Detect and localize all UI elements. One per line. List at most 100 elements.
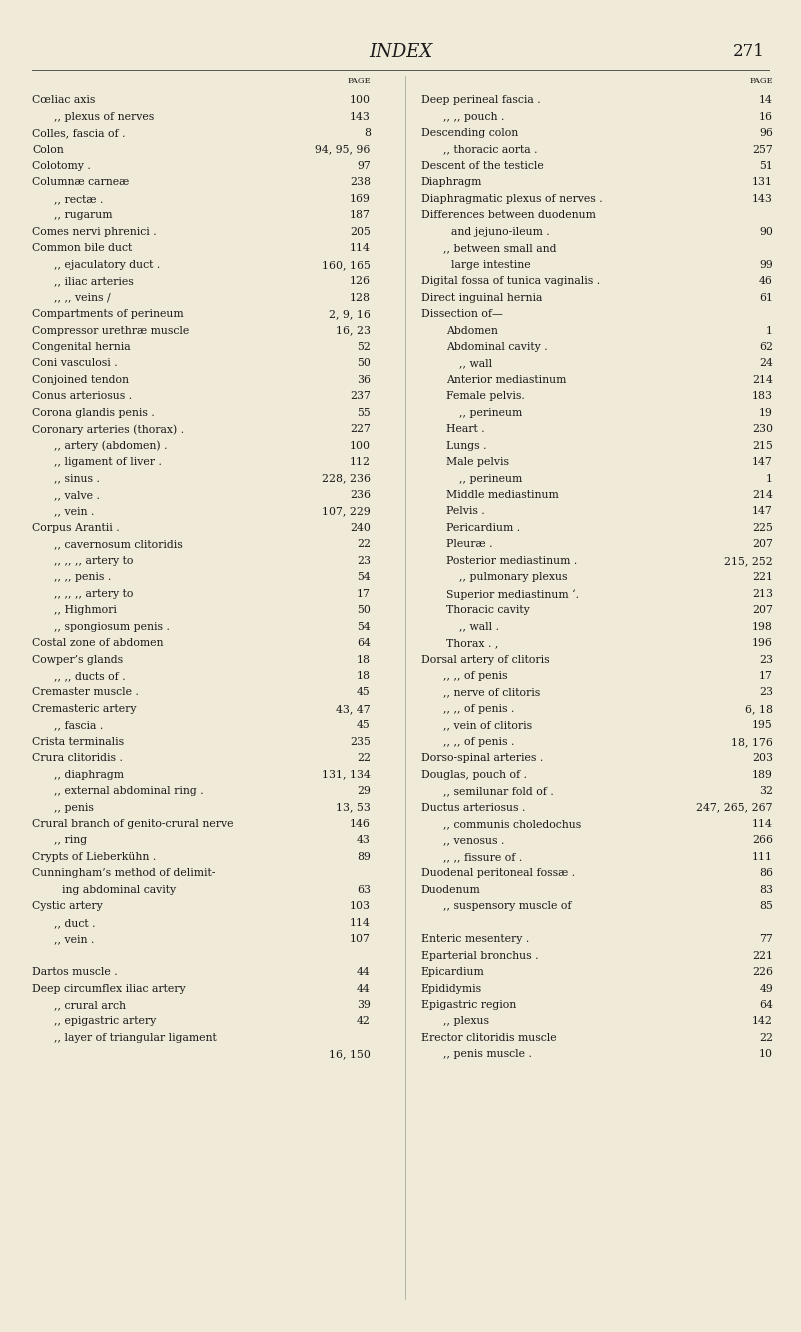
Text: 6, 18: 6, 18 bbox=[745, 703, 773, 714]
Text: 44: 44 bbox=[357, 983, 371, 994]
Text: ,, epigastric artery: ,, epigastric artery bbox=[54, 1016, 157, 1027]
Text: 147: 147 bbox=[752, 506, 773, 517]
Text: 203: 203 bbox=[752, 754, 773, 763]
Text: 195: 195 bbox=[752, 721, 773, 730]
Text: ,, crural arch: ,, crural arch bbox=[54, 1000, 127, 1010]
Text: 97: 97 bbox=[357, 161, 371, 170]
Text: ,, iliac arteries: ,, iliac arteries bbox=[54, 276, 135, 286]
Text: 143: 143 bbox=[752, 194, 773, 204]
Text: ,, ,, of penis .: ,, ,, of penis . bbox=[443, 703, 514, 714]
Text: 45: 45 bbox=[357, 721, 371, 730]
Text: Pleuræ .: Pleuræ . bbox=[446, 539, 493, 549]
Text: Pericardium .: Pericardium . bbox=[446, 523, 521, 533]
Text: Eparterial bronchus .: Eparterial bronchus . bbox=[421, 951, 538, 960]
Text: 36: 36 bbox=[357, 374, 371, 385]
Text: PAGE: PAGE bbox=[347, 77, 371, 85]
Text: Epicardium: Epicardium bbox=[421, 967, 485, 978]
Text: 22: 22 bbox=[357, 539, 371, 549]
Text: 10: 10 bbox=[759, 1050, 773, 1059]
Text: Thorax . ,: Thorax . , bbox=[446, 638, 498, 649]
Text: 86: 86 bbox=[759, 868, 773, 878]
Text: 83: 83 bbox=[759, 884, 773, 895]
Text: ,, plexus: ,, plexus bbox=[443, 1016, 489, 1027]
Text: ,, layer of triangular ligament: ,, layer of triangular ligament bbox=[54, 1032, 217, 1043]
Text: ,, ligament of liver .: ,, ligament of liver . bbox=[54, 457, 163, 468]
Text: ,, suspensory muscle of: ,, suspensory muscle of bbox=[443, 902, 571, 911]
Text: Congenital hernia: Congenital hernia bbox=[32, 342, 131, 352]
Text: ,, ,, veins /: ,, ,, veins / bbox=[54, 293, 111, 302]
Text: Differences between duodenum: Differences between duodenum bbox=[421, 210, 595, 220]
Text: 100: 100 bbox=[350, 441, 371, 450]
Text: 94, 95, 96: 94, 95, 96 bbox=[316, 145, 371, 155]
Text: Posterior mediastinum .: Posterior mediastinum . bbox=[446, 555, 578, 566]
Text: 46: 46 bbox=[759, 276, 773, 286]
Text: 128: 128 bbox=[350, 293, 371, 302]
Text: Colotomy .: Colotomy . bbox=[32, 161, 91, 170]
Text: Erector clitoridis muscle: Erector clitoridis muscle bbox=[421, 1032, 556, 1043]
Text: 43, 47: 43, 47 bbox=[336, 703, 371, 714]
Text: ,, spongiosum penis .: ,, spongiosum penis . bbox=[54, 622, 171, 631]
Text: ,, ,, pouch .: ,, ,, pouch . bbox=[443, 112, 505, 121]
Text: Cunningham’s method of delimit-: Cunningham’s method of delimit- bbox=[32, 868, 215, 878]
Text: 1: 1 bbox=[766, 474, 773, 484]
Text: Enteric mesentery .: Enteric mesentery . bbox=[421, 934, 529, 944]
Text: Anterior mediastinum: Anterior mediastinum bbox=[446, 374, 566, 385]
Text: PAGE: PAGE bbox=[749, 77, 773, 85]
Text: 99: 99 bbox=[759, 260, 773, 270]
Text: 235: 235 bbox=[350, 737, 371, 747]
Text: ,, ,, penis .: ,, ,, penis . bbox=[54, 573, 111, 582]
Text: Middle mediastinum: Middle mediastinum bbox=[446, 490, 559, 500]
Text: Colles, fascia of .: Colles, fascia of . bbox=[32, 128, 126, 139]
Text: Duodenal peritoneal fossæ .: Duodenal peritoneal fossæ . bbox=[421, 868, 574, 878]
Text: 50: 50 bbox=[357, 605, 371, 615]
Text: 17: 17 bbox=[759, 671, 773, 681]
Text: Diaphragm: Diaphragm bbox=[421, 177, 482, 188]
Text: ,, external abdominal ring .: ,, external abdominal ring . bbox=[54, 786, 204, 797]
Text: Male pelvis: Male pelvis bbox=[446, 457, 509, 468]
Text: 18: 18 bbox=[357, 654, 371, 665]
Text: 187: 187 bbox=[350, 210, 371, 220]
Text: Columnæ carneæ: Columnæ carneæ bbox=[32, 177, 129, 188]
Text: 126: 126 bbox=[350, 276, 371, 286]
Text: 96: 96 bbox=[759, 128, 773, 139]
Text: Crural branch of genito-crural nerve: Crural branch of genito-crural nerve bbox=[32, 819, 234, 829]
Text: Cremaster muscle .: Cremaster muscle . bbox=[32, 687, 139, 698]
Text: 114: 114 bbox=[350, 244, 371, 253]
Text: 213: 213 bbox=[752, 589, 773, 599]
Text: ,, penis muscle .: ,, penis muscle . bbox=[443, 1050, 532, 1059]
Text: ,, ,, ,, artery to: ,, ,, ,, artery to bbox=[54, 589, 134, 599]
Text: 221: 221 bbox=[752, 573, 773, 582]
Text: 89: 89 bbox=[357, 852, 371, 862]
Text: 266: 266 bbox=[752, 835, 773, 846]
Text: 230: 230 bbox=[752, 424, 773, 434]
Text: Cowper’s glands: Cowper’s glands bbox=[32, 654, 123, 665]
Text: Diaphragmatic plexus of nerves .: Diaphragmatic plexus of nerves . bbox=[421, 194, 602, 204]
Text: 61: 61 bbox=[759, 293, 773, 302]
Text: ,, ,, ducts of .: ,, ,, ducts of . bbox=[54, 671, 126, 681]
Text: 24: 24 bbox=[759, 358, 773, 369]
Text: 16: 16 bbox=[759, 112, 773, 121]
Text: Crypts of Lieberkühn .: Crypts of Lieberkühn . bbox=[32, 852, 156, 862]
Text: 45: 45 bbox=[357, 687, 371, 698]
Text: Deep circumflex iliac artery: Deep circumflex iliac artery bbox=[32, 983, 186, 994]
Text: 16, 23: 16, 23 bbox=[336, 325, 371, 336]
Text: ,, duct .: ,, duct . bbox=[54, 918, 96, 928]
Text: Ductus arteriosus .: Ductus arteriosus . bbox=[421, 803, 525, 813]
Text: 85: 85 bbox=[759, 902, 773, 911]
Text: 19: 19 bbox=[759, 408, 773, 418]
Text: ,, sinus .: ,, sinus . bbox=[54, 474, 100, 484]
Text: 77: 77 bbox=[759, 934, 773, 944]
Text: 169: 169 bbox=[350, 194, 371, 204]
Text: 183: 183 bbox=[752, 392, 773, 401]
Text: 112: 112 bbox=[350, 457, 371, 468]
Text: 23: 23 bbox=[759, 687, 773, 698]
Text: 54: 54 bbox=[357, 573, 371, 582]
Text: 215, 252: 215, 252 bbox=[724, 555, 773, 566]
Text: 100: 100 bbox=[350, 96, 371, 105]
Text: 226: 226 bbox=[752, 967, 773, 978]
Text: 43: 43 bbox=[357, 835, 371, 846]
Text: 22: 22 bbox=[357, 754, 371, 763]
Text: ,, vein .: ,, vein . bbox=[54, 934, 95, 944]
Text: ,, vein .: ,, vein . bbox=[54, 506, 95, 517]
Text: 257: 257 bbox=[752, 145, 773, 155]
